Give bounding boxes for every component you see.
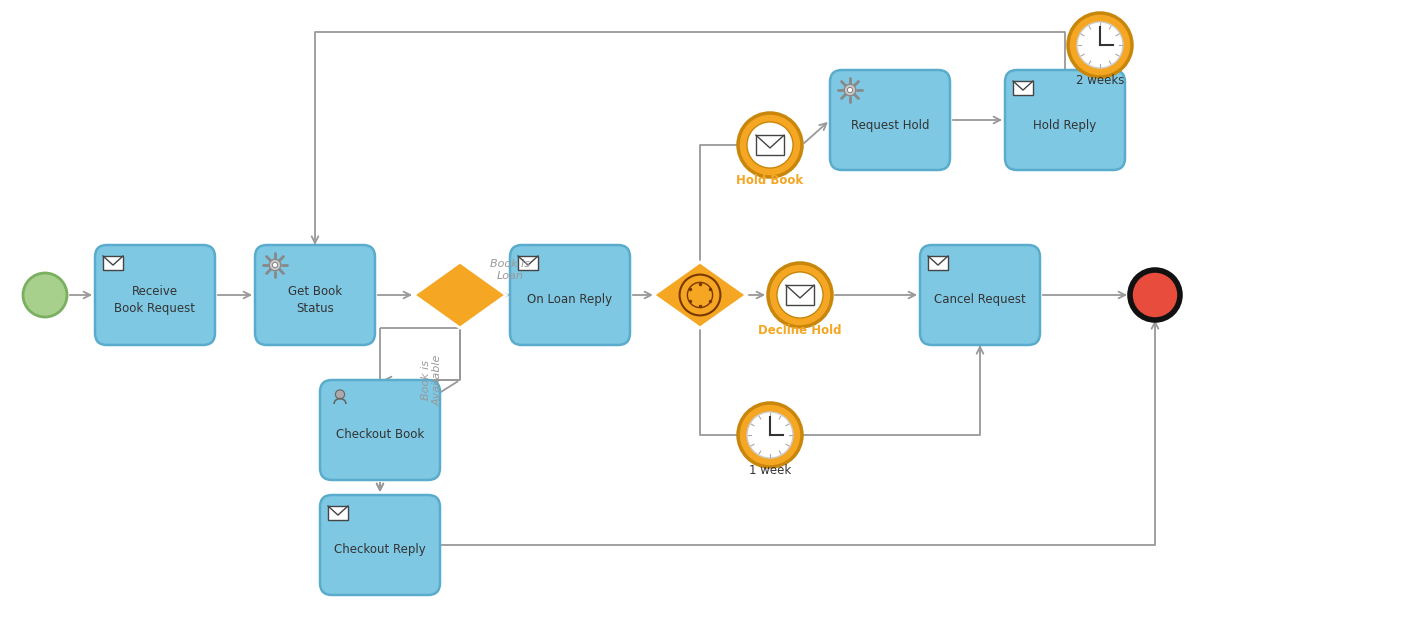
Circle shape bbox=[747, 122, 794, 168]
Text: Decline Hold: Decline Hold bbox=[758, 324, 842, 337]
FancyBboxPatch shape bbox=[321, 380, 441, 480]
Circle shape bbox=[844, 84, 856, 96]
Circle shape bbox=[1067, 13, 1132, 77]
Polygon shape bbox=[414, 262, 505, 328]
Bar bbox=[103, 256, 123, 270]
Text: Hold Reply: Hold Reply bbox=[1034, 119, 1097, 132]
FancyBboxPatch shape bbox=[321, 495, 441, 595]
Bar bbox=[1012, 81, 1034, 95]
Circle shape bbox=[270, 259, 281, 271]
Bar bbox=[786, 285, 815, 305]
Text: Request Hold: Request Hold bbox=[851, 119, 929, 132]
FancyBboxPatch shape bbox=[95, 245, 215, 345]
Circle shape bbox=[738, 113, 802, 177]
Text: Hold Book: Hold Book bbox=[737, 174, 803, 187]
FancyBboxPatch shape bbox=[256, 245, 376, 345]
Circle shape bbox=[23, 273, 66, 317]
Text: Book is
Loan: Book is Loan bbox=[490, 259, 530, 281]
Circle shape bbox=[1077, 22, 1123, 68]
Circle shape bbox=[273, 262, 278, 268]
Text: 2 weeks: 2 weeks bbox=[1076, 74, 1124, 87]
Text: Checkout Book: Checkout Book bbox=[336, 428, 424, 442]
FancyBboxPatch shape bbox=[510, 245, 630, 345]
Circle shape bbox=[1130, 270, 1180, 320]
Text: Checkout Reply: Checkout Reply bbox=[335, 543, 426, 556]
Text: Get Book
Status: Get Book Status bbox=[288, 285, 342, 315]
Bar bbox=[755, 135, 784, 155]
Text: Book is
Available: Book is Available bbox=[421, 355, 443, 406]
Circle shape bbox=[336, 390, 345, 399]
Text: Receive
Book Request: Receive Book Request bbox=[114, 285, 195, 315]
FancyBboxPatch shape bbox=[830, 70, 950, 170]
Circle shape bbox=[847, 88, 853, 93]
Circle shape bbox=[768, 263, 832, 327]
Bar bbox=[518, 256, 538, 270]
Bar bbox=[928, 256, 947, 270]
Circle shape bbox=[777, 272, 823, 318]
FancyBboxPatch shape bbox=[1005, 70, 1125, 170]
Polygon shape bbox=[654, 262, 747, 328]
FancyBboxPatch shape bbox=[921, 245, 1041, 345]
Text: 1 week: 1 week bbox=[748, 464, 791, 477]
Circle shape bbox=[738, 403, 802, 467]
Text: On Loan Reply: On Loan Reply bbox=[528, 294, 613, 307]
Circle shape bbox=[747, 412, 794, 458]
Bar bbox=[328, 506, 347, 520]
Text: Cancel Request: Cancel Request bbox=[935, 294, 1027, 307]
